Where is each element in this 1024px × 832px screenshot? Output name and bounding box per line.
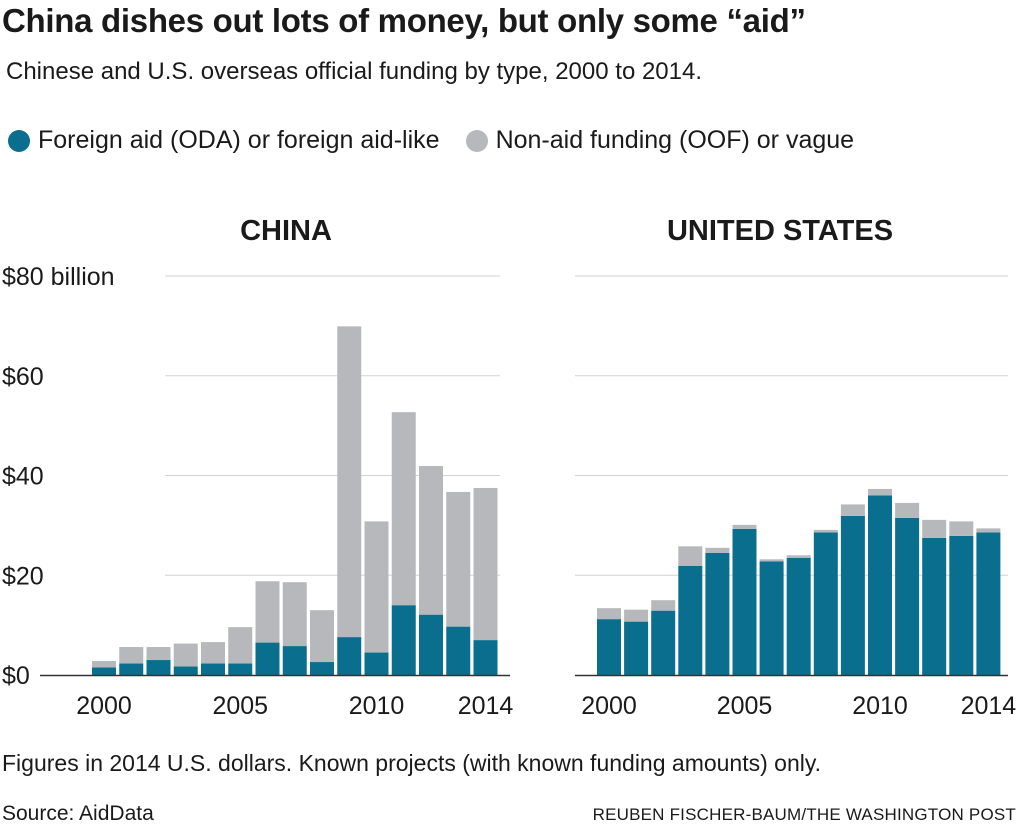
bar-aid-2006: [255, 642, 280, 675]
bar-aid-2010: [364, 652, 389, 675]
chart-title: China dishes out lots of money, but only…: [2, 2, 806, 39]
bar-non-aid-2006: [759, 559, 784, 562]
bar-aid-2014: [473, 640, 498, 675]
x-tick-label-2010: 2010: [349, 692, 405, 720]
bar-non-aid-2001: [119, 647, 144, 664]
bar-aid-2010: [868, 495, 892, 675]
legend: Foreign aid (ODA) or foreign aid-like No…: [8, 126, 880, 155]
x-tick-label-2005: 2005: [212, 692, 268, 720]
legend-label-aid: Foreign aid (ODA) or foreign aid-like: [38, 126, 440, 154]
bar-non-aid-2001: [624, 609, 649, 622]
bar-aid-2011: [391, 605, 416, 675]
bar-aid-2000: [597, 619, 621, 675]
bar-non-aid-2012: [922, 519, 947, 538]
bar-aid-2002: [146, 660, 171, 675]
bar-aid-2000: [92, 667, 116, 675]
bar-aid-2002: [651, 610, 676, 675]
x-tick-label-2014: 2014: [961, 692, 1017, 720]
source-credit: Source: AidData: [2, 802, 154, 825]
panel-title-united-states: UNITED STATES: [667, 215, 893, 247]
bar-aid-2013: [446, 626, 471, 675]
bar-aid-2013: [949, 535, 974, 675]
bar-non-aid-2013: [446, 491, 471, 627]
bar-aid-2004: [705, 552, 730, 675]
bar-non-aid-2004: [201, 642, 225, 664]
bar-aid-2007: [786, 557, 811, 675]
y-tick-label: $0: [2, 662, 30, 690]
bar-non-aid-2014: [976, 528, 1001, 533]
y-tick-label: $60: [2, 363, 44, 391]
bar-non-aid-2009: [840, 504, 865, 516]
chart-subtitle: Chinese and U.S. overseas official fundi…: [6, 58, 703, 85]
footnote: Figures in 2014 U.S. dollars. Known proj…: [2, 750, 822, 776]
bar-aid-2005: [732, 528, 757, 675]
legend-label-non-aid: Non-aid funding (OOF) or vague: [495, 126, 855, 154]
x-tick-label-2010: 2010: [852, 692, 908, 720]
bar-aid-2005: [228, 663, 253, 675]
byline: REUBEN FISCHER-BAUM/THE WASHINGTON POST: [592, 805, 1016, 824]
bar-non-aid-2003: [678, 546, 703, 566]
legend-swatch-non-aid: [465, 129, 488, 152]
legend-swatch-aid: [8, 129, 30, 152]
bar-aid-2011: [895, 517, 920, 675]
bar-non-aid-2008: [310, 610, 334, 663]
bar-aid-2004: [201, 663, 225, 675]
y-tick-label: $40: [2, 463, 44, 491]
bar-non-aid-2003: [173, 643, 198, 667]
bar-aid-2001: [119, 663, 144, 675]
bar-aid-2014: [976, 532, 1001, 675]
bar-non-aid-2005: [228, 627, 253, 664]
bar-aid-2009: [840, 515, 865, 675]
y-tick-label: $80 billion: [2, 263, 115, 291]
funding-chart: CHINA 2000 2005 2010 2014 UNITED STATES 2000 20…: [2, 215, 1017, 720]
bar-aid-2009: [337, 637, 362, 675]
bar-non-aid-2013: [949, 521, 974, 536]
bar-non-aid-2008: [813, 529, 838, 533]
bar-aid-2003: [678, 565, 703, 675]
bar-non-aid-2007: [282, 582, 307, 647]
bar-non-aid-2014: [473, 487, 498, 641]
bar-aid-2006: [759, 561, 784, 675]
bar-non-aid-2011: [895, 502, 920, 518]
bar-non-aid-2011: [391, 412, 416, 606]
bar-non-aid-2002: [651, 600, 676, 611]
bar-non-aid-2000: [92, 661, 116, 668]
bar-aid-2008: [813, 532, 838, 675]
x-tick-label-2014: 2014: [458, 692, 514, 720]
bar-aid-2008: [310, 662, 334, 675]
bar-non-aid-2012: [419, 466, 443, 615]
bar-aid-2012: [419, 614, 443, 675]
bar-non-aid-2006: [255, 581, 280, 643]
bar-non-aid-2009: [337, 326, 362, 638]
bar-non-aid-2007: [786, 555, 811, 558]
bar-aid-2001: [624, 621, 649, 675]
bar-non-aid-2010: [364, 521, 389, 653]
bar-non-aid-2005: [732, 524, 757, 529]
panel-title-china: CHINA: [240, 215, 332, 247]
legend-item-aid: Foreign aid (ODA) or foreign aid-like: [8, 126, 440, 155]
x-tick-label-2000: 2000: [76, 692, 132, 720]
bar-non-aid-2004: [705, 547, 730, 553]
bar-non-aid-2000: [597, 608, 621, 620]
bar-aid-2012: [922, 537, 947, 675]
bar-non-aid-2010: [868, 488, 892, 496]
x-tick-label-2000: 2000: [581, 692, 637, 720]
bar-aid-2007: [282, 646, 307, 675]
y-tick-label: $20: [2, 562, 44, 590]
x-tick-label-2005: 2005: [717, 692, 773, 720]
legend-item-non-aid: Non-aid funding (OOF) or vague: [465, 126, 855, 155]
bar-non-aid-2002: [146, 647, 171, 661]
bar-aid-2003: [173, 666, 198, 675]
